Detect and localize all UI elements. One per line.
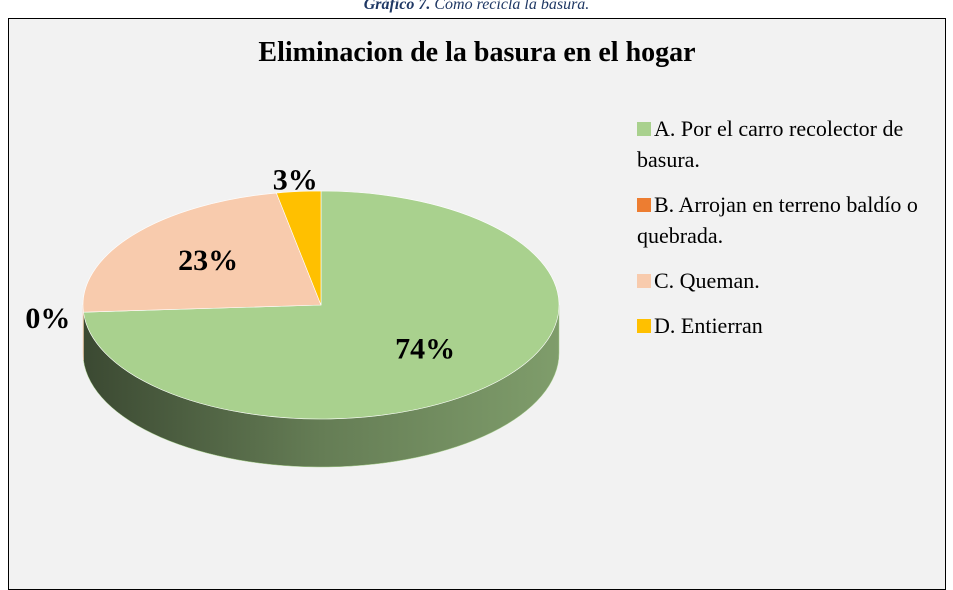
data-label: 23% [178, 244, 238, 277]
data-label: 3% [273, 163, 318, 196]
legend: A. Por el carro recolector de basura. B. … [637, 113, 953, 355]
caption-number: Gráfico 7. [364, 0, 431, 13]
data-label: 0% [25, 302, 70, 335]
legend-item: D. Entierran [637, 310, 953, 341]
legend-item: C. Queman. [637, 265, 953, 296]
legend-label: B. Arrojan en terreno baldío o quebrada. [637, 192, 918, 248]
legend-label: C. Queman. [654, 268, 760, 293]
chart: 74% 0% 23% 3% Eliminacion de la basura en e… [8, 18, 946, 590]
legend-label: A. Por el carro recolector de basura. [637, 116, 903, 172]
legend-item: A. Por el carro recolector de basura. [637, 113, 953, 175]
caption-text: Cómo recicla la basura. [434, 0, 589, 13]
legend-swatch [637, 122, 651, 136]
caption: Gráfico 7. Cómo recicla la basura. [0, 0, 953, 14]
legend-swatch [637, 319, 651, 333]
legend-item: B. Arrojan en terreno baldío o quebrada. [637, 189, 953, 251]
legend-swatch [637, 198, 651, 212]
legend-label: D. Entierran [654, 313, 763, 338]
legend-swatch [637, 274, 651, 288]
chart-title: Eliminacion de la basura en el hogar [9, 37, 945, 69]
data-label: 74% [395, 333, 455, 366]
